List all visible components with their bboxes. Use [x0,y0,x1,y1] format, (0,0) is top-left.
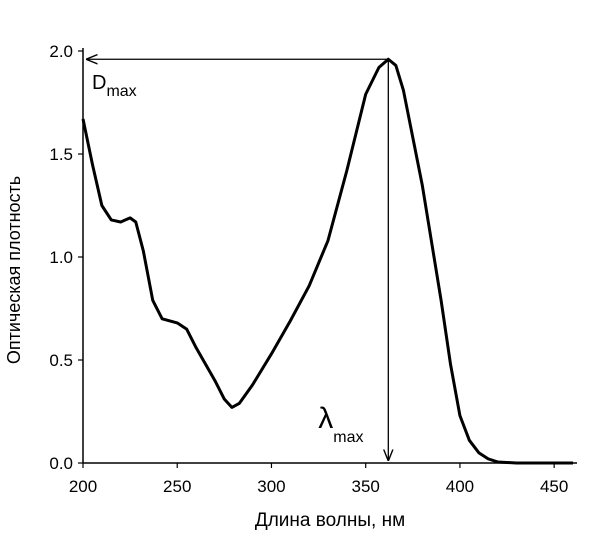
x-tick-label: 400 [446,477,474,496]
x-tick-label: 350 [352,477,380,496]
spectrum-line [81,57,573,465]
annotation: λmax [318,402,363,446]
y-tick-label: 1.0 [49,248,73,267]
annotation-symbol: D [92,72,106,94]
annotation: Dmax [92,72,137,100]
x-tick-label: 250 [163,477,191,496]
x-axis-label: Длина волны, нм [255,510,405,531]
y-tick-label: 0.5 [49,351,73,370]
y-axis-label: Оптическая плотность [4,176,24,364]
x-tick-label: 200 [69,477,97,496]
x-tick-label: 450 [540,477,568,496]
annotation-symbol: λ [318,402,333,435]
y-tick-label: 2.0 [49,42,73,61]
x-tick-label: 300 [257,477,285,496]
annotation-subscript: max [333,429,363,446]
annotation-subscript: max [106,83,136,100]
y-tick-label: 0.0 [49,454,73,473]
y-tick-label: 1.5 [49,145,73,164]
